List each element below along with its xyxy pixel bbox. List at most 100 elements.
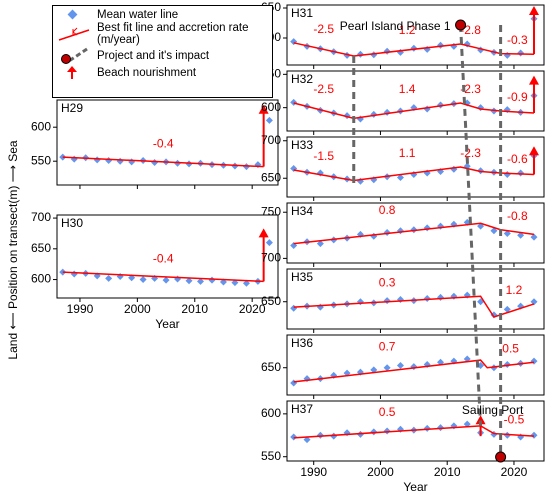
rate-label: 0.5 <box>502 341 519 355</box>
data-point <box>370 232 378 240</box>
data-point <box>116 157 124 165</box>
data-point <box>503 229 511 237</box>
rate-label: -0.8 <box>507 209 528 223</box>
rate-label: 1.2 <box>399 23 416 37</box>
data-point <box>59 268 67 276</box>
rate-label: -0.6 <box>507 152 528 166</box>
plot-frame <box>286 268 545 330</box>
data-point <box>370 51 378 59</box>
data-point <box>410 363 418 371</box>
data-point <box>383 427 391 435</box>
fit-line <box>293 295 535 318</box>
plot-frame <box>286 136 545 198</box>
rate-label: -0.9 <box>507 90 528 104</box>
data-point <box>265 116 273 124</box>
panel-title: H36 <box>291 336 313 350</box>
data-point <box>316 240 324 248</box>
data-point <box>162 276 170 284</box>
rate-label: 0.7 <box>379 339 396 353</box>
x-tick-label: 2000 <box>367 465 394 479</box>
project-marker <box>495 451 507 463</box>
data-point <box>330 432 338 440</box>
data-point <box>105 157 113 165</box>
data-point <box>423 224 431 232</box>
plot-frame <box>286 400 545 462</box>
data-point <box>208 276 216 284</box>
fit-line <box>293 166 535 182</box>
fit-line <box>293 359 535 383</box>
y-tick-label: 600 <box>31 272 51 286</box>
rate-label: -2.3 <box>460 82 481 96</box>
rate-label: 1.2 <box>506 283 523 297</box>
x-axis-label: Year <box>155 317 179 331</box>
x-axis-label: Year <box>403 480 427 494</box>
panel-title: H29 <box>61 101 83 115</box>
rate-label: -2.5 <box>313 22 334 36</box>
data-point <box>423 424 431 432</box>
y-tick-label: 700 <box>261 133 281 147</box>
legend-symbol <box>67 9 78 20</box>
panel-title: H31 <box>291 6 313 20</box>
plot-frame <box>286 334 545 396</box>
y-tick-label: 600 <box>31 119 51 133</box>
data-point <box>437 41 445 49</box>
data-point <box>423 294 431 302</box>
nourishment-head <box>528 146 539 156</box>
fit-line <box>293 222 535 245</box>
data-point <box>517 169 525 177</box>
legend-item: Mean water line <box>57 9 268 21</box>
data-point <box>290 433 298 441</box>
data-point <box>356 50 364 58</box>
x-tick-label: 2000 <box>124 302 151 316</box>
rate-label: 1.1 <box>399 146 416 160</box>
y-tick-label: 750 <box>261 204 281 218</box>
y-tick-label: 700 <box>31 210 51 224</box>
legend-label: Beach nourishment <box>97 67 197 79</box>
rate-label: -0.5 <box>504 413 525 427</box>
data-point <box>151 159 159 167</box>
data-point <box>356 430 364 438</box>
data-point <box>128 158 136 166</box>
x-tick-label: 2010 <box>434 465 461 479</box>
legend-item: Best fit line and accretion rate (m/year… <box>57 22 268 46</box>
x-tick-label: 1990 <box>67 302 94 316</box>
plot-frame <box>56 99 279 186</box>
panel-title: H34 <box>291 204 313 218</box>
project-marker <box>455 19 467 31</box>
panel-title: H37 <box>291 402 313 416</box>
rate-label: -1.5 <box>313 149 334 163</box>
legend-symbol <box>67 66 77 79</box>
panel-title: H33 <box>291 138 313 152</box>
data-point <box>370 428 378 436</box>
data-point <box>105 274 113 282</box>
data-point <box>242 279 250 287</box>
data-point <box>530 431 538 439</box>
data-point <box>383 108 391 116</box>
data-point <box>396 362 404 370</box>
data-point <box>503 171 511 178</box>
y-tick-label: 700 <box>261 251 281 265</box>
data-point <box>70 155 78 163</box>
panel-title: H32 <box>291 72 313 86</box>
data-point <box>396 227 404 235</box>
data-point <box>383 47 391 55</box>
data-point <box>530 357 538 365</box>
nourishment-head <box>258 228 269 238</box>
y-tick-label: 650 <box>261 294 281 308</box>
project-label: Sailing Port <box>462 403 524 417</box>
legend-label: Best fit line and accretion rate (m/year… <box>97 22 249 46</box>
data-point <box>59 153 67 161</box>
data-point <box>174 275 182 283</box>
legend-symbol <box>58 27 90 41</box>
plot-frame <box>56 214 279 299</box>
data-point <box>410 44 418 52</box>
data-point <box>383 364 391 372</box>
nourishment-head <box>528 6 539 15</box>
legend-label: Project and it's impact <box>97 50 210 62</box>
data-point <box>316 431 324 439</box>
plot-frame <box>286 70 545 132</box>
legend-item: Beach nourishment <box>57 66 268 80</box>
rate-label: -2.5 <box>313 82 334 96</box>
